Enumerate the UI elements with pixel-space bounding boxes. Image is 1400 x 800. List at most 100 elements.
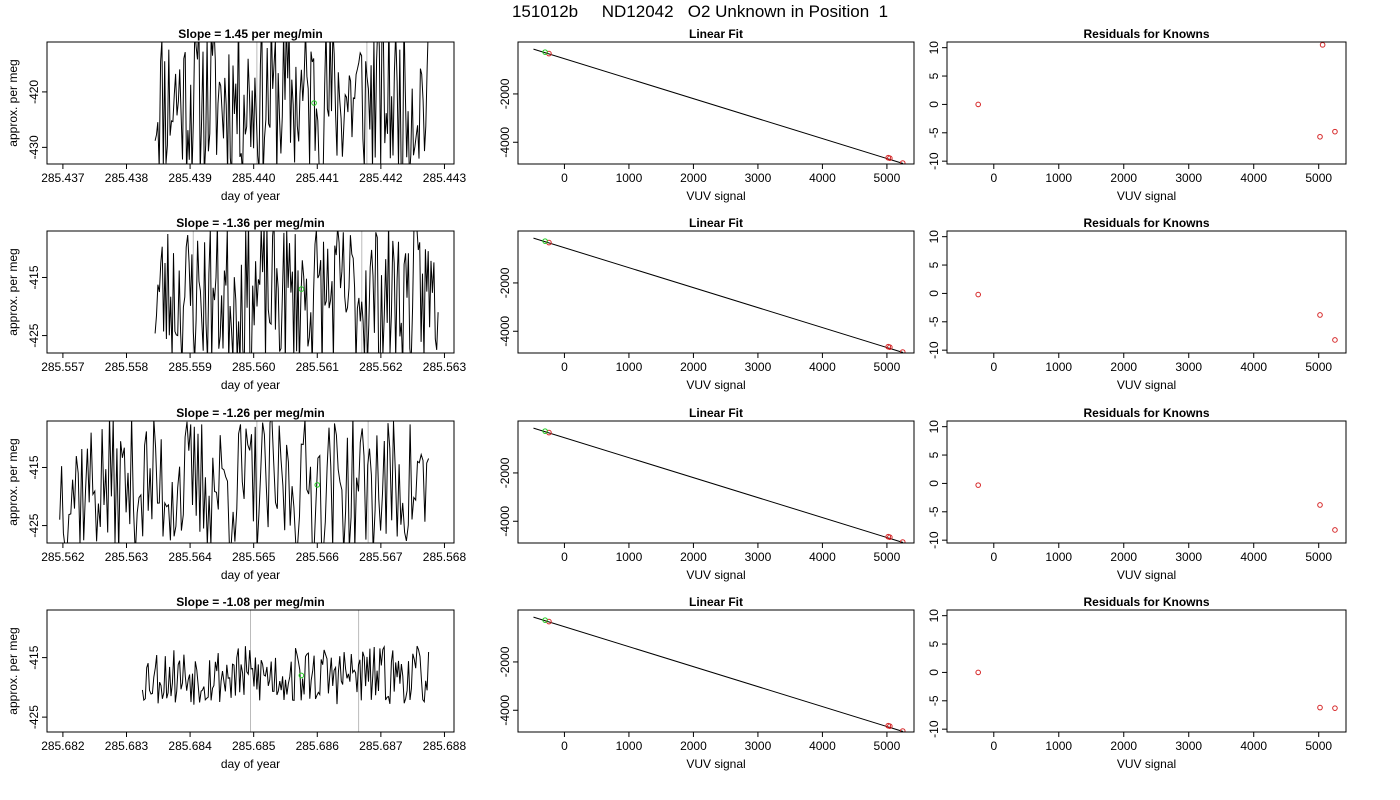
data-point <box>899 349 906 353</box>
x-tick-label: 3000 <box>1175 171 1202 185</box>
x-tick-label: 5000 <box>874 739 901 753</box>
x-tick-label: 0 <box>990 550 997 564</box>
panel-title: Linear Fit <box>689 27 743 41</box>
panel-title: Residuals for Knowns <box>1083 595 1209 609</box>
fit-line <box>533 237 904 353</box>
y-tick-label: -2000 <box>498 267 512 298</box>
data-point <box>1317 502 1323 508</box>
panel-title: Slope = -1.08 per meg/min <box>176 595 324 609</box>
x-tick-label: 285.560 <box>232 360 276 374</box>
x-tick-label: 0 <box>561 360 568 374</box>
panel-title: Linear Fit <box>689 595 743 609</box>
x-tick-label: 5000 <box>874 360 901 374</box>
x-tick-label: 0 <box>561 550 568 564</box>
plot-frame <box>946 41 1347 165</box>
data-point <box>975 482 981 488</box>
x-tick-label: 1000 <box>1045 360 1072 374</box>
x-tick-label: 285.564 <box>168 550 212 564</box>
x-tick-label: 2000 <box>680 739 707 753</box>
y-axis-label: approx. per meg <box>6 438 20 525</box>
x-tick-label: 1000 <box>1045 739 1072 753</box>
x-tick-label: 2000 <box>1110 739 1137 753</box>
y-axis-label: approx. per meg <box>6 59 20 146</box>
data-point <box>899 539 906 543</box>
y-axis-label: approx. per meg <box>6 248 20 335</box>
data-point <box>542 428 548 434</box>
x-tick-label: 285.443 <box>423 171 467 185</box>
data-point <box>887 723 893 730</box>
y-tick-label: -5 <box>927 506 941 517</box>
y-tick-label: 0 <box>927 669 941 676</box>
page-title: 151012b ND12042 O2 Unknown in Position 1 <box>511 2 889 21</box>
x-axis-label: VUV signal <box>1117 757 1176 771</box>
plot-frame <box>46 609 455 733</box>
y-tick-label: -10 <box>927 720 941 738</box>
fit-line <box>533 616 904 732</box>
x-tick-label: 3000 <box>745 550 772 564</box>
y-tick-label: -4000 <box>498 316 512 347</box>
x-tick-label: 285.685 <box>232 739 276 753</box>
x-tick-label: 4000 <box>809 360 836 374</box>
data-point <box>1317 133 1323 140</box>
y-tick-label: -4000 <box>498 127 512 158</box>
x-axis-label: day of year <box>221 757 280 771</box>
x-tick-label: 285.565 <box>232 550 276 564</box>
plot-frame <box>46 41 455 165</box>
data-point <box>887 534 893 541</box>
data-point <box>887 155 893 162</box>
plot-frame <box>46 230 455 354</box>
panel-title: Slope = 1.45 per meg/min <box>178 27 322 41</box>
y-tick-label: -425 <box>27 513 41 537</box>
x-tick-label: 285.561 <box>296 360 340 374</box>
fit-line <box>533 427 904 543</box>
x-tick-label: 4000 <box>1240 171 1267 185</box>
x-tick-label: 5000 <box>874 171 901 185</box>
panel-time-series-row3: 285.562 285.563 285.564 285.565 285.566 285.5… <box>6 406 466 582</box>
y-tick-label: 10 <box>927 230 941 244</box>
panel-time-series-row4: 285.682 285.683 285.684 285.685 285.686 285.6… <box>6 595 466 771</box>
x-tick-label: 3000 <box>1175 739 1202 753</box>
data-point <box>1332 527 1338 533</box>
y-tick-label: 0 <box>927 290 941 297</box>
x-tick-label: 3000 <box>1175 360 1202 374</box>
panel-linear-fit-row3: 0 1000 2000 3000 4000 5000 -2000 -4000 Linear Fi… <box>498 406 915 582</box>
data-point <box>542 617 548 623</box>
x-tick-label: 4000 <box>809 550 836 564</box>
x-tick-label: 0 <box>990 360 997 374</box>
x-tick-label: 5000 <box>1305 739 1332 753</box>
x-tick-label: 4000 <box>1240 360 1267 374</box>
x-tick-label: 3000 <box>1175 550 1202 564</box>
x-tick-label: 285.684 <box>168 739 212 753</box>
x-tick-label: 1000 <box>616 360 643 374</box>
plot-frame <box>946 609 1347 733</box>
x-tick-label: 285.563 <box>423 360 467 374</box>
x-tick-label: 5000 <box>1305 360 1332 374</box>
data-point <box>542 49 548 55</box>
y-tick-label: -430 <box>27 135 41 159</box>
x-tick-label: 1000 <box>616 739 643 753</box>
x-tick-label: 285.557 <box>41 360 85 374</box>
x-tick-label: 2000 <box>680 550 707 564</box>
plot-frame <box>517 41 915 165</box>
x-tick-label: 285.440 <box>232 171 276 185</box>
y-tick-label: -415 <box>27 265 41 289</box>
panel-time-series-row2: 285.557 285.558 285.559 285.560 285.561 285.5… <box>6 216 466 392</box>
x-tick-label: 285.559 <box>168 360 212 374</box>
panel-time-series-row1: 285.437 285.438 285.439 285.440 285.441 285.4… <box>6 27 467 203</box>
y-tick-label: -10 <box>927 341 941 359</box>
x-axis-label: VUV signal <box>686 378 745 392</box>
panel-title: Slope = -1.26 per meg/min <box>176 406 324 420</box>
panel-linear-fit-row1: 0 1000 2000 3000 4000 5000 -2000 -4000 Linear Fi… <box>498 27 915 203</box>
y-tick-label: -5 <box>927 127 941 138</box>
x-axis-label: VUV signal <box>686 189 745 203</box>
x-tick-label: 285.438 <box>105 171 149 185</box>
x-tick-label: 4000 <box>809 739 836 753</box>
plot-frame <box>46 420 455 544</box>
panel-title: Slope = -1.36 per meg/min <box>176 216 324 230</box>
panel-residuals-row3: 0 1000 2000 3000 4000 5000 10 5 0 -5 -10 Residuals … <box>927 406 1347 582</box>
x-tick-label: 0 <box>561 171 568 185</box>
x-axis-label: VUV signal <box>1117 568 1176 582</box>
x-tick-label: 1000 <box>616 550 643 564</box>
mean-point-marker <box>314 482 321 488</box>
panel-title: Residuals for Knowns <box>1083 406 1209 420</box>
